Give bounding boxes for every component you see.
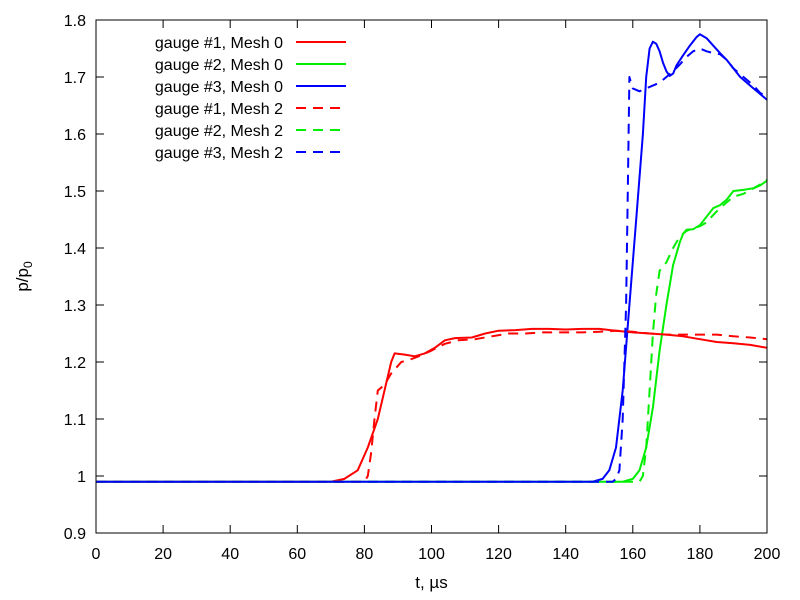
y-tick-label: 1.2 xyxy=(64,355,86,372)
y-tick-label: 1.4 xyxy=(64,241,86,258)
y-tick-label: 1.3 xyxy=(64,298,86,315)
y-axis-label: p/p0 xyxy=(13,261,35,292)
series-line xyxy=(96,327,768,483)
x-tick-label: 40 xyxy=(221,546,239,563)
y-axis-label-main: p/p xyxy=(13,268,32,292)
y-tick-label: 1.1 xyxy=(64,412,86,429)
legend-label: gauge #3, Mesh 0 xyxy=(155,79,283,96)
x-tick-label: 0 xyxy=(92,546,101,563)
series-line xyxy=(96,329,768,483)
series-line xyxy=(96,179,768,483)
y-tick-label: 0.9 xyxy=(64,526,86,543)
x-tick-label: 180 xyxy=(687,546,714,563)
x-tick-label: 20 xyxy=(154,546,172,563)
legend-label: gauge #2, Mesh 2 xyxy=(155,123,283,140)
legend: gauge #1, Mesh 0 gauge #2, Mesh 0 gauge #3… xyxy=(155,35,346,162)
y-tick-label: 1.6 xyxy=(64,127,86,144)
x-tick-label: 100 xyxy=(418,546,445,563)
x-tick-label: 80 xyxy=(356,546,374,563)
series-line xyxy=(96,178,768,483)
x-tick-label: 120 xyxy=(485,546,512,563)
series-line xyxy=(96,47,768,483)
x-tick-label: 160 xyxy=(619,546,646,563)
legend-label: gauge #2, Mesh 0 xyxy=(155,57,283,74)
x-axis-label: t, µs xyxy=(415,573,447,592)
series-layer xyxy=(96,33,768,483)
legend-label: gauge #1, Mesh 0 xyxy=(155,35,283,52)
y-axis-label-subscript: 0 xyxy=(21,261,35,268)
legend-label: gauge #1, Mesh 2 xyxy=(155,101,283,118)
ticks-layer: 0 20 40 60 80 100 120 140 160 180 200 0.9 1 1.1 1.2 1.3… xyxy=(64,13,781,563)
y-tick-label: 1.8 xyxy=(64,13,86,30)
x-tick-label: 60 xyxy=(288,546,306,563)
x-tick-label: 140 xyxy=(552,546,579,563)
legend-label: gauge #3, Mesh 2 xyxy=(155,145,283,162)
x-tick-label: 200 xyxy=(754,546,781,563)
y-tick-label: 1.7 xyxy=(64,70,86,87)
y-tick-label: 1 xyxy=(77,469,86,486)
y-tick-label: 1.5 xyxy=(64,184,86,201)
